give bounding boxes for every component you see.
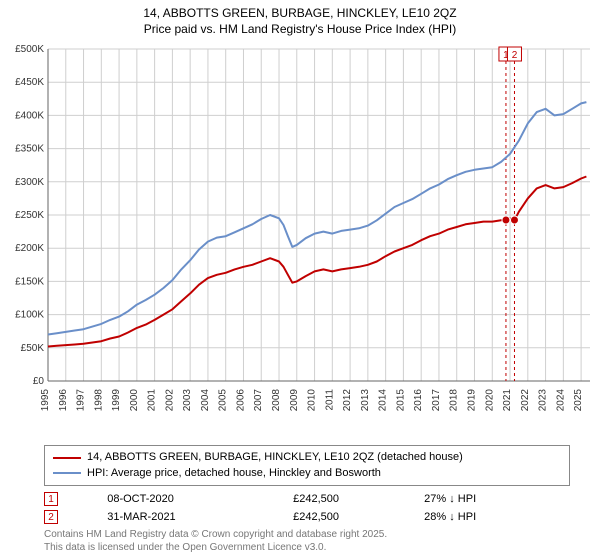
legend: 14, ABBOTTS GREEN, BURBAGE, HINCKLEY, LE… xyxy=(44,445,570,486)
svg-text:2001: 2001 xyxy=(147,389,158,412)
svg-text:£50K: £50K xyxy=(21,343,45,354)
svg-text:2020: 2020 xyxy=(484,389,495,412)
chart-svg: £0 £50K £100K £150K £200K £250K £300K £350K £400… xyxy=(0,41,600,441)
chart-area: £0 £50K £100K £150K £200K £250K £300K £350K £400… xyxy=(0,41,600,441)
title-line1: 14, ABBOTTS GREEN, BURBAGE, HINCKLEY, LE… xyxy=(8,6,592,22)
svg-text:1995: 1995 xyxy=(40,389,51,412)
svg-text:2003: 2003 xyxy=(182,389,193,412)
legend-label: 14, ABBOTTS GREEN, BURBAGE, HINCKLEY, LE… xyxy=(87,450,463,465)
svg-text:2011: 2011 xyxy=(324,389,335,411)
svg-text:2006: 2006 xyxy=(235,389,246,412)
svg-text:2019: 2019 xyxy=(466,389,477,412)
event-price: £242,500 xyxy=(293,490,424,508)
event-marker: 1 xyxy=(44,492,58,506)
event-price: £242,500 xyxy=(293,508,424,526)
svg-text:2021: 2021 xyxy=(502,389,513,412)
svg-text:1998: 1998 xyxy=(93,389,104,412)
event-delta: 28% ↓ HPI xyxy=(424,508,570,526)
event-row: 1 08-OCT-2020£242,50027% ↓ HPI xyxy=(44,490,570,508)
svg-text:2013: 2013 xyxy=(360,389,371,412)
svg-text:2: 2 xyxy=(512,50,518,61)
legend-swatch xyxy=(53,457,81,459)
legend-item: HPI: Average price, detached house, Hinc… xyxy=(53,466,561,481)
svg-text:£450K: £450K xyxy=(15,77,44,88)
title-line2: Price paid vs. HM Land Registry's House … xyxy=(8,22,592,38)
svg-text:£150K: £150K xyxy=(15,277,44,288)
svg-text:1997: 1997 xyxy=(76,389,87,412)
legend-label: HPI: Average price, detached house, Hinc… xyxy=(87,466,381,481)
svg-text:2007: 2007 xyxy=(253,389,264,412)
svg-text:2015: 2015 xyxy=(395,389,406,412)
svg-text:2008: 2008 xyxy=(271,389,282,412)
svg-text:2005: 2005 xyxy=(218,389,229,412)
svg-text:2017: 2017 xyxy=(431,389,442,412)
events-table: 1 08-OCT-2020£242,50027% ↓ HPI 2 31-MAR-202… xyxy=(44,490,570,526)
svg-text:2009: 2009 xyxy=(289,389,300,412)
event-marker: 2 xyxy=(44,510,58,524)
svg-text:£500K: £500K xyxy=(15,44,44,55)
svg-text:2014: 2014 xyxy=(378,389,389,412)
event-date: 08-OCT-2020 xyxy=(107,490,293,508)
svg-text:1999: 1999 xyxy=(111,389,122,412)
svg-text:£0: £0 xyxy=(33,376,45,387)
chart-title: 14, ABBOTTS GREEN, BURBAGE, HINCKLEY, LE… xyxy=(0,0,600,41)
svg-text:2022: 2022 xyxy=(520,389,531,412)
footer-line1: Contains HM Land Registry data © Crown c… xyxy=(44,528,570,541)
svg-text:1996: 1996 xyxy=(58,389,69,412)
svg-text:2004: 2004 xyxy=(200,389,211,412)
svg-text:2000: 2000 xyxy=(129,389,140,412)
legend-item: 14, ABBOTTS GREEN, BURBAGE, HINCKLEY, LE… xyxy=(53,450,561,465)
svg-text:£400K: £400K xyxy=(15,111,44,122)
svg-text:2002: 2002 xyxy=(164,389,175,412)
svg-text:2018: 2018 xyxy=(449,389,460,412)
footer-line2: This data is licensed under the Open Gov… xyxy=(44,541,570,554)
legend-swatch xyxy=(53,472,81,474)
event-delta: 27% ↓ HPI xyxy=(424,490,570,508)
footer: Contains HM Land Registry data © Crown c… xyxy=(44,528,570,554)
event-row: 2 31-MAR-2021£242,50028% ↓ HPI xyxy=(44,508,570,526)
svg-text:£350K: £350K xyxy=(15,144,44,155)
svg-text:2023: 2023 xyxy=(538,389,549,412)
svg-text:£300K: £300K xyxy=(15,177,44,188)
svg-text:2012: 2012 xyxy=(342,389,353,412)
svg-text:2010: 2010 xyxy=(307,389,318,412)
svg-text:2024: 2024 xyxy=(555,389,566,412)
svg-text:£250K: £250K xyxy=(15,210,44,221)
event-date: 31-MAR-2021 xyxy=(107,508,293,526)
svg-text:2016: 2016 xyxy=(413,389,424,412)
svg-text:£100K: £100K xyxy=(15,310,44,321)
svg-text:£200K: £200K xyxy=(15,243,44,254)
svg-text:2025: 2025 xyxy=(573,389,584,412)
